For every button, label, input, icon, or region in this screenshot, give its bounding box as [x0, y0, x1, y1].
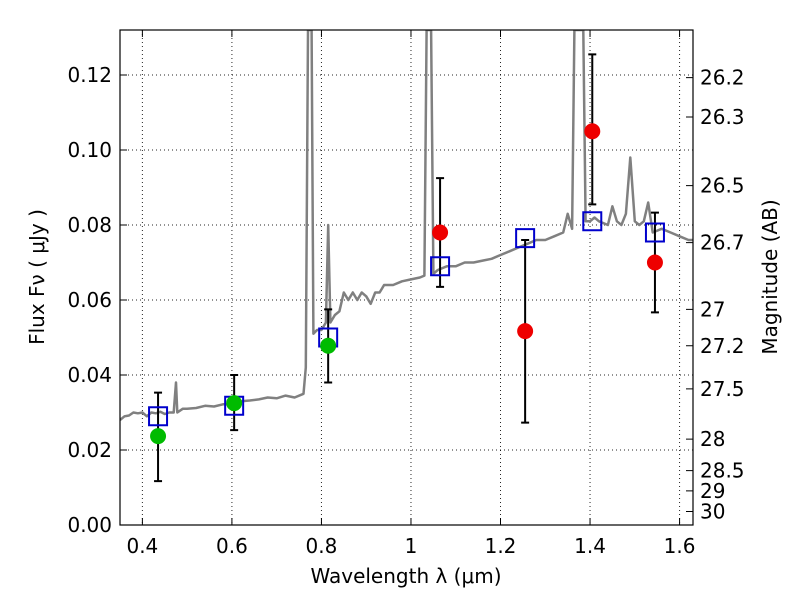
y-axis-title-right: Magnitude (AB)	[758, 199, 782, 354]
x-tick-label: 1	[405, 534, 418, 558]
magnitude-tick-label: 28.5	[700, 459, 745, 483]
magnitude-tick-label: 26.3	[700, 105, 745, 129]
magnitude-tick-label: 27	[700, 297, 725, 321]
y-axis-title: Flux Fν ( μJy )	[25, 209, 49, 345]
model-square-marker	[148, 406, 169, 427]
x-tick-label: 0.4	[126, 534, 158, 558]
observed-point-marker	[517, 323, 534, 340]
x-tick-label: 1.6	[664, 534, 696, 558]
spectrum-line	[120, 30, 693, 421]
observed-point-marker	[432, 224, 449, 241]
magnitude-tick-label: 29	[700, 479, 725, 503]
magnitude-tick-label: 26.2	[700, 66, 745, 90]
y-tick-label: 0.10	[67, 138, 112, 162]
magnitude-tick-label: 27.5	[700, 377, 745, 401]
model-square-marker	[582, 211, 603, 232]
observed-point-marker	[320, 337, 337, 354]
plot-frame	[119, 29, 694, 526]
x-axis-title: Wavelength λ (μm)	[310, 564, 501, 588]
magnitude-tick-label: 26.5	[700, 174, 745, 198]
marker-layer	[148, 123, 665, 445]
magnitude-tick-label: 30	[700, 500, 725, 524]
magnitude-tick-label: 26.7	[700, 231, 745, 255]
x-tick-label: 1.2	[485, 534, 517, 558]
observed-point-marker	[646, 254, 663, 271]
model-square-marker	[430, 256, 451, 277]
grid-lines	[120, 30, 693, 526]
model-square-marker	[515, 228, 536, 249]
y-tick-label: 0.00	[67, 513, 112, 537]
observed-point-marker	[226, 395, 243, 412]
tick-layer: 0.4 0.6 0.8 1 1.2 1.4 1.6 0.00 0.02 0.04 0.06 0.08 0…	[67, 30, 745, 558]
y-tick-label: 0.04	[67, 363, 112, 387]
y-tick-label: 0.08	[67, 213, 112, 237]
x-tick-label: 0.8	[306, 534, 338, 558]
observed-point-marker	[150, 428, 167, 445]
magnitude-tick-label: 28	[700, 427, 725, 451]
y-tick-label: 0.06	[67, 288, 112, 312]
model-square-marker	[644, 222, 665, 243]
x-tick-label: 0.6	[216, 534, 248, 558]
observed-point-marker	[584, 123, 601, 140]
x-tick-label: 1.4	[574, 534, 606, 558]
y-tick-label: 0.02	[67, 438, 112, 462]
spectrum-layer	[120, 30, 693, 421]
magnitude-tick-label: 27.2	[700, 334, 745, 358]
y-tick-label: 0.12	[67, 63, 112, 87]
